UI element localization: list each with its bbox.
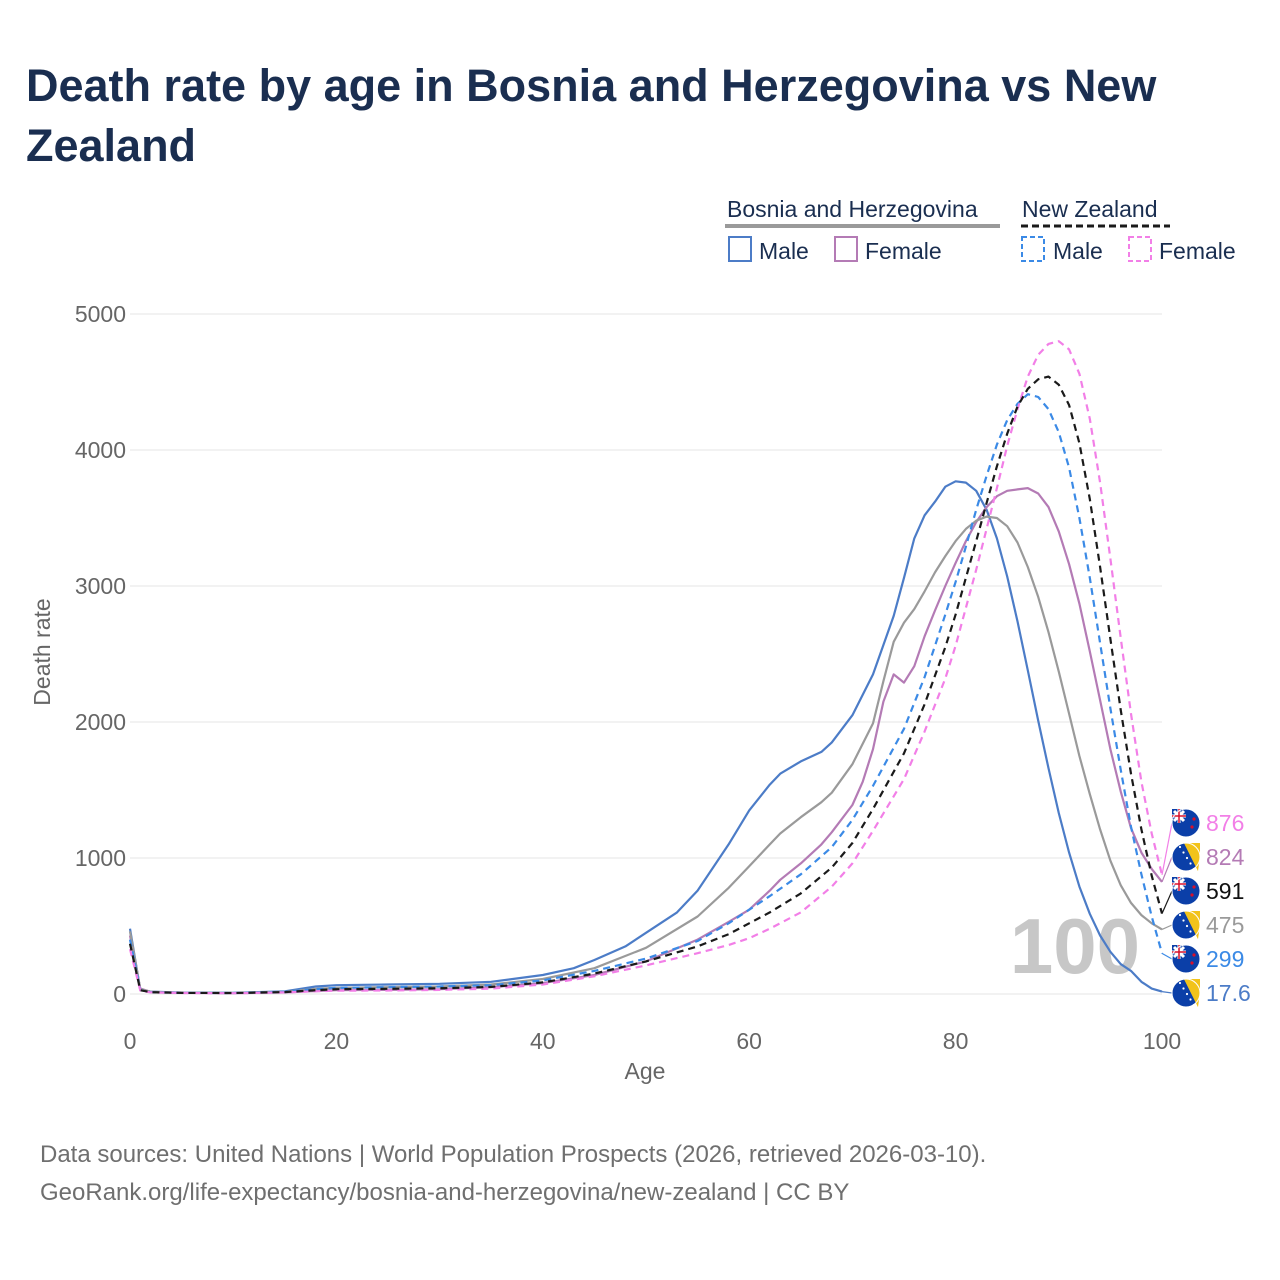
legend-label-nz-female: Female [1159, 238, 1236, 264]
end-label-leader [1161, 991, 1173, 994]
y-axis-ticks: 0 1000 2000 3000 4000 5000 [75, 301, 126, 1007]
series-line-2 [128, 515, 1163, 995]
x-tick-label: 20 [324, 1028, 350, 1054]
end-label-3: 299 [1161, 944, 1244, 974]
bosnia-flag-icon [1171, 978, 1201, 1008]
x-tick-label: 40 [530, 1028, 556, 1054]
bosnia-flag-icon [1171, 842, 1201, 872]
end-value-label: 824 [1206, 844, 1245, 870]
x-axis-ticks: 0 20 40 60 80 100 [124, 1028, 1182, 1054]
new-zealand-flag-icon [1171, 944, 1201, 974]
gridlines [130, 313, 1162, 995]
footer-attribution: GeoRank.org/life-expectancy/bosnia-and-h… [40, 1179, 850, 1206]
x-tick-label: 0 [124, 1028, 137, 1054]
end-value-label: 475 [1206, 912, 1244, 938]
legend-underline-bosnia [725, 224, 1000, 228]
series-lines [128, 340, 1164, 995]
y-tick-label: 0 [113, 981, 126, 1007]
legend-swatch-bosnia-female [834, 236, 858, 262]
y-axis-label: Death rate [29, 598, 55, 705]
end-value-label: 591 [1206, 878, 1244, 904]
legend-swatch-bosnia-male [728, 236, 752, 262]
x-axis-label: Age [625, 1058, 666, 1084]
series-line-3 [128, 393, 1164, 995]
series-line-4 [128, 340, 1164, 995]
chart-title: Death rate by age in Bosnia and Herzegov… [26, 60, 1157, 171]
end-label-0: 17.6 [1161, 978, 1251, 1008]
new-zealand-flag-icon [1171, 808, 1201, 838]
legend-label-nz-male: Male [1053, 238, 1103, 264]
new-zealand-flag-icon [1171, 876, 1201, 906]
bosnia-flag-icon [1171, 910, 1201, 940]
legend-country-new-zealand: New Zealand [1022, 196, 1158, 222]
legend-swatch-nz-male [1021, 236, 1045, 262]
end-label-leader [1161, 924, 1173, 930]
y-tick-label: 2000 [75, 709, 126, 735]
end-label-2: 475 [1161, 910, 1244, 940]
series-end-labels: 876 824 591 475 299 17.6 [1161, 808, 1251, 1008]
end-value-label: 876 [1206, 810, 1244, 836]
series-line-1 [128, 487, 1163, 995]
end-value-label: 17.6 [1206, 980, 1251, 1006]
legend-label-bosnia-male: Male [759, 238, 809, 264]
series-line-0 [128, 480, 1163, 994]
legend-label-bosnia-female: Female [865, 238, 942, 264]
end-label-leader [1161, 822, 1173, 875]
end-label-leader [1161, 856, 1173, 883]
end-label-1: 824 [1161, 842, 1245, 883]
x-tick-label: 60 [736, 1028, 762, 1054]
end-label-4: 876 [1161, 808, 1244, 875]
x-tick-label: 100 [1143, 1028, 1181, 1054]
y-tick-label: 4000 [75, 437, 126, 463]
x-tick-label: 80 [943, 1028, 969, 1054]
legend-swatch-nz-female [1128, 236, 1152, 262]
series-line-5 [128, 375, 1164, 995]
age-watermark: 100 [1010, 902, 1140, 990]
end-label-5: 591 [1161, 876, 1244, 914]
y-tick-label: 1000 [75, 845, 126, 871]
footer: Data sources: United Nations | World Pop… [40, 1136, 986, 1212]
end-label-leader [1161, 952, 1173, 960]
y-tick-label: 5000 [75, 301, 126, 327]
y-tick-label: 3000 [75, 573, 126, 599]
legend: Bosnia and Herzegovina Male Female New Z… [725, 196, 1236, 264]
legend-country-bosnia: Bosnia and Herzegovina [727, 196, 978, 222]
footer-sources: Data sources: United Nations | World Pop… [40, 1141, 987, 1168]
end-label-leader [1161, 890, 1173, 914]
end-value-label: 299 [1206, 946, 1244, 972]
